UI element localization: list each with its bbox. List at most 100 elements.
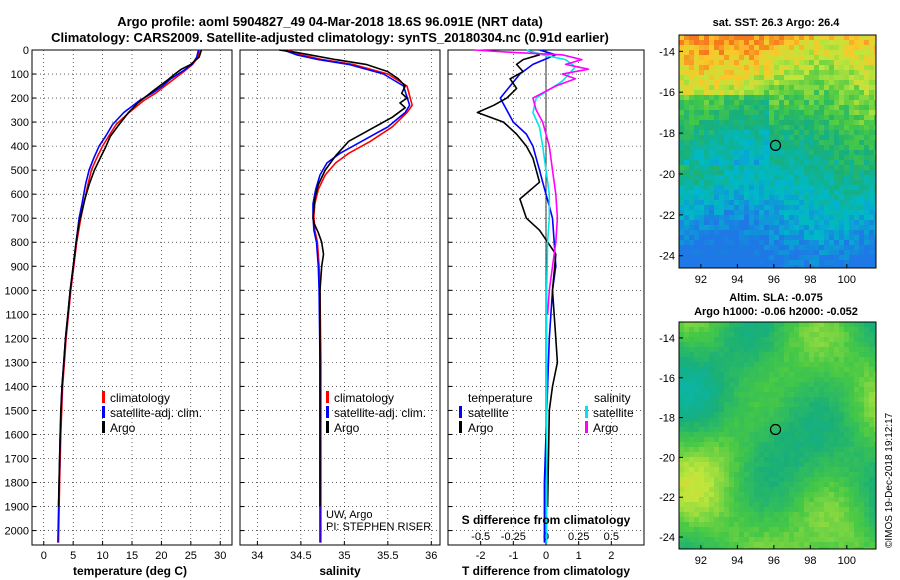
map-cell	[854, 195, 859, 200]
map-cell	[749, 95, 754, 100]
map-cell	[774, 125, 779, 130]
map-cell	[679, 185, 684, 190]
map-cell	[774, 487, 779, 492]
map-cell	[834, 452, 839, 457]
map-cell	[809, 392, 814, 397]
x-tick-label: 0	[41, 550, 47, 562]
map-cell	[694, 145, 699, 150]
map-cell	[734, 447, 739, 452]
map-cell	[684, 265, 689, 268]
map-cell	[754, 477, 759, 482]
map-cell	[694, 110, 699, 115]
map-cell	[679, 372, 684, 377]
map-cell	[864, 487, 869, 492]
map-cell	[759, 422, 764, 427]
map-cell	[864, 512, 869, 517]
map-cell	[769, 507, 774, 512]
map-cell	[684, 255, 689, 260]
map-cell	[739, 367, 744, 372]
map-cell	[759, 205, 764, 210]
sla-map-title: Altim. SLA: -0.075	[729, 292, 823, 304]
map-cell	[864, 265, 869, 268]
map-cell	[854, 442, 859, 447]
map-cell	[784, 382, 789, 387]
map-cell	[739, 392, 744, 397]
map-cell	[794, 452, 799, 457]
map-cell	[779, 95, 784, 100]
map-cell	[864, 150, 869, 155]
map-cell	[784, 442, 789, 447]
map-cell	[699, 180, 704, 185]
map-cell	[854, 225, 859, 230]
map-cell	[694, 60, 699, 65]
map-cell	[699, 105, 704, 110]
map-cell	[829, 412, 834, 417]
map-cell	[829, 482, 834, 487]
map-cell	[834, 235, 839, 240]
map-cell	[694, 120, 699, 125]
map-cell	[799, 190, 804, 195]
map-cell	[834, 377, 839, 382]
map-cell	[774, 482, 779, 487]
map-cell	[749, 240, 754, 245]
map-cell	[709, 417, 714, 422]
map-cell	[744, 427, 749, 432]
map-cell	[789, 327, 794, 332]
map-cell	[864, 412, 869, 417]
map-cell	[809, 205, 814, 210]
map-cell	[714, 437, 719, 442]
map-cell	[679, 205, 684, 210]
map-cell	[824, 477, 829, 482]
map-cell	[764, 130, 769, 135]
map-cell	[869, 387, 874, 392]
map-cell	[874, 522, 876, 527]
map-cell	[694, 347, 699, 352]
map-cell	[854, 407, 859, 412]
map-cell	[789, 382, 794, 387]
map-cell	[824, 235, 829, 240]
map-cell	[839, 402, 844, 407]
map-cell	[699, 255, 704, 260]
map-y-tick-label: -14	[659, 333, 675, 345]
map-cell	[774, 357, 779, 362]
map-cell	[859, 200, 864, 205]
map-cell	[689, 230, 694, 235]
map-cell	[779, 50, 784, 55]
map-cell	[854, 357, 859, 362]
map-cell	[849, 322, 854, 327]
map-cell	[754, 497, 759, 502]
map-cell	[874, 140, 876, 145]
map-cell	[744, 482, 749, 487]
map-cell	[714, 482, 719, 487]
map-cell	[829, 447, 834, 452]
map-cell	[734, 522, 739, 527]
map-cell	[724, 487, 729, 492]
map-cell	[784, 135, 789, 140]
map-cell	[774, 537, 779, 542]
legend-argo-swatch	[102, 421, 105, 433]
map-cell	[824, 372, 829, 377]
map-cell	[724, 250, 729, 255]
map-cell	[714, 85, 719, 90]
x-tick-label: 30	[214, 550, 226, 562]
map-cell	[779, 40, 784, 45]
map-cell	[809, 250, 814, 255]
map-cell	[759, 387, 764, 392]
map-cell	[719, 387, 724, 392]
map-cell	[799, 447, 804, 452]
map-cell	[789, 482, 794, 487]
map-cell	[714, 547, 719, 549]
map-cell	[764, 205, 769, 210]
legend-climatology-swatch	[326, 391, 329, 403]
map-cell	[684, 367, 689, 372]
map-cell	[769, 205, 774, 210]
map-cell	[844, 417, 849, 422]
map-cell	[769, 50, 774, 55]
map-cell	[724, 522, 729, 527]
map-cell	[829, 250, 834, 255]
map-cell	[869, 397, 874, 402]
map-cell	[699, 347, 704, 352]
map-cell	[814, 240, 819, 245]
map-cell	[749, 105, 754, 110]
map-cell	[834, 170, 839, 175]
